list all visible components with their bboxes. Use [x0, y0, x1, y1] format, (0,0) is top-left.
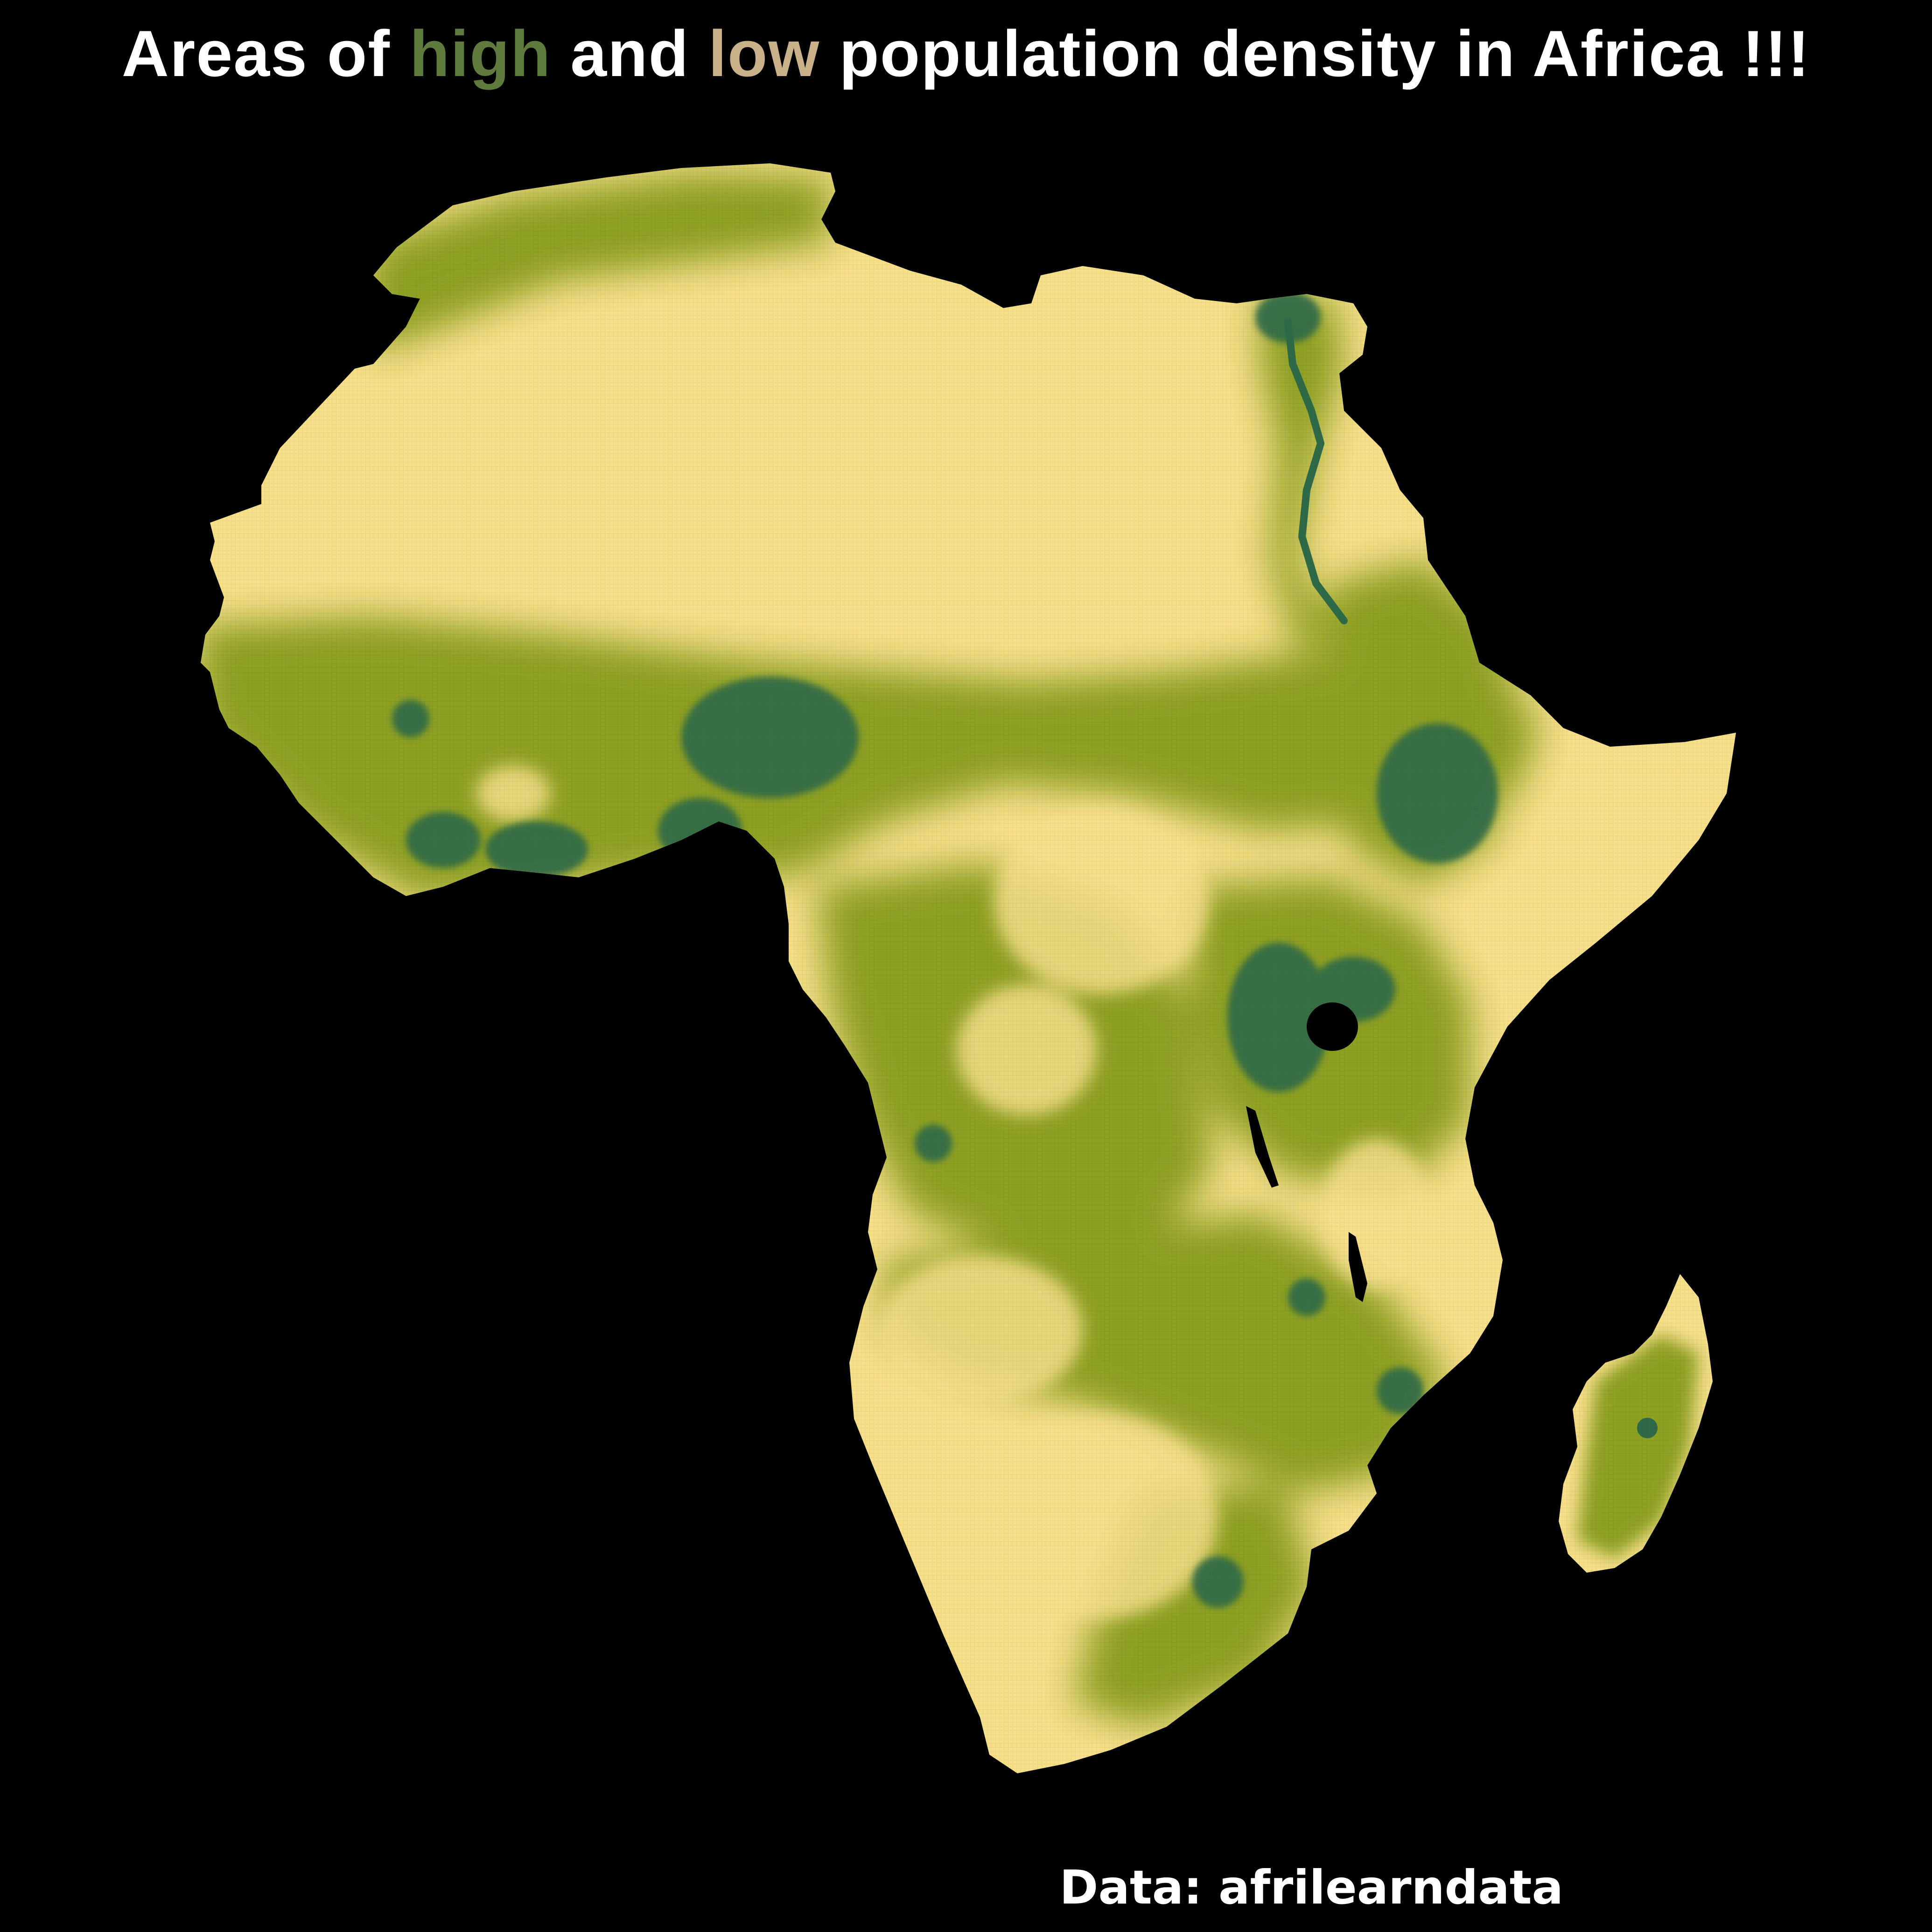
madagascar: [1559, 1274, 1713, 1573]
title-part-1: Areas of: [121, 17, 410, 90]
title-high-word: high: [409, 17, 552, 90]
title-low-word: low: [708, 17, 820, 90]
data-source-caption: Data: afrilearndata: [1059, 1860, 1563, 1915]
map-title: Areas of high and low population density…: [0, 9, 1932, 98]
title-part-3: population density in Africa !!!: [820, 17, 1811, 90]
title-part-2: and: [551, 17, 709, 90]
raster-texture: [201, 163, 1736, 1773]
mainland-africa: [201, 163, 1736, 1773]
